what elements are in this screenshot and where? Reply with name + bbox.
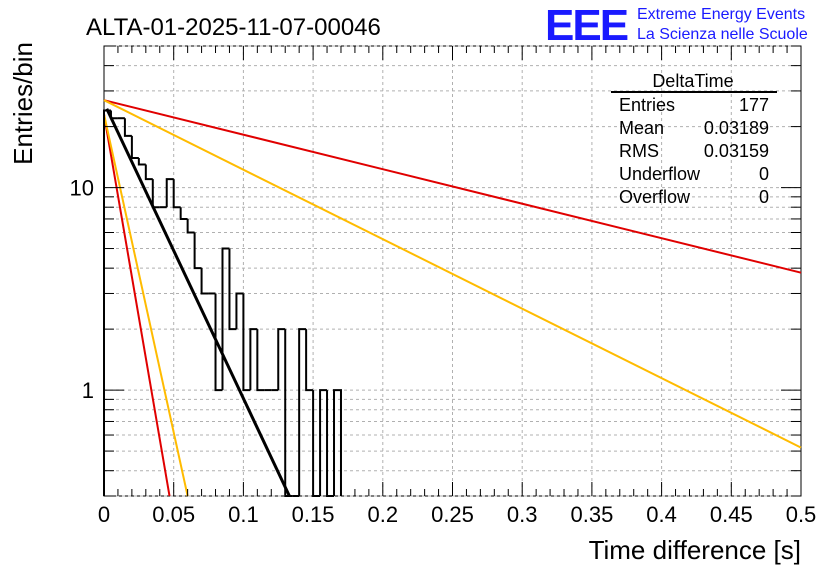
stats-box: DeltaTime Entries 177 Mean 0.03189 RMS 0.0315… (611, 71, 777, 207)
x-tick-label: 0.5 (786, 502, 817, 527)
logo-line1: Extreme Energy Events (637, 6, 805, 23)
fit-curve-band-orange-fast (103, 114, 189, 497)
x-axis-label: Time difference [s] (589, 535, 801, 565)
eee-logo: EEE Extreme Energy Events La Scienza nel… (545, 1, 808, 50)
stats-value: 0 (759, 164, 769, 184)
histogram-bin (256, 329, 265, 392)
histogram-bin (298, 328, 307, 496)
stats-name: DeltaTime (652, 71, 733, 91)
x-tick-label: 0.2 (368, 502, 399, 527)
fit-curve-band-red-slow (103, 99, 802, 274)
grid-lines (104, 45, 801, 497)
plot-title: ALTA-01-2025-11-07-00046 (86, 14, 381, 41)
stats-label: Entries (619, 95, 675, 115)
stats-value: 0.03159 (704, 141, 769, 161)
histogram-bins (103, 109, 342, 497)
x-tick-label: 0.25 (431, 502, 474, 527)
histogram-bin (333, 389, 342, 496)
y-axis-label: Entries/bin (8, 42, 38, 165)
histogram-bin (326, 390, 335, 497)
y-tick-label: 10 (70, 176, 94, 201)
x-tick-label: 0.45 (710, 502, 753, 527)
histogram-bin (193, 232, 202, 270)
histogram-bin (242, 293, 251, 392)
histogram-bin (172, 179, 181, 209)
histogram-bin (235, 292, 244, 330)
x-tick-label: 0.35 (570, 502, 613, 527)
logo-letters: EEE (545, 1, 628, 50)
stats-label: Underflow (619, 164, 701, 184)
stats-value: 0 (759, 187, 769, 207)
fit-curves (103, 99, 802, 497)
axis-ticks: 0 0.05 0.1 0.15 0.2 0.25 0.3 0.35 0.4 0.45 0.5 1 10 (70, 45, 817, 527)
stats-rows: Entries 177 Mean 0.03189 RMS 0.03159Underflow… (619, 95, 769, 207)
histogram-bin (109, 110, 118, 120)
x-tick-label: 0.3 (507, 502, 538, 527)
y-tick-label: 1 (82, 378, 94, 403)
histogram-bin (249, 328, 258, 391)
x-tick-label: 0.15 (292, 502, 335, 527)
histogram-bin (123, 118, 132, 137)
histogram-bin (228, 248, 237, 331)
x-tick-label: 0.05 (152, 502, 195, 527)
stats-label: Mean (619, 118, 664, 138)
histogram-bin (200, 268, 209, 295)
histogram-bin (214, 293, 223, 392)
histogram-bin (319, 389, 328, 496)
histogram-bin (165, 178, 174, 208)
stats-value: 177 (739, 95, 769, 115)
histogram-bin (305, 329, 314, 392)
x-tick-label: 0.1 (228, 502, 259, 527)
histogram-bin (179, 207, 188, 220)
fit-curve-band-red-fast (103, 114, 171, 497)
histogram-bin (103, 109, 111, 496)
logo-line2: La Scienza nelle Scuole (637, 26, 808, 43)
histogram-bin (186, 218, 195, 234)
stats-label: Overflow (619, 187, 691, 207)
histogram-bin (277, 328, 286, 391)
stats-value: 0.03189 (704, 118, 769, 138)
histogram-bin (130, 135, 139, 159)
histogram-bin (221, 247, 230, 391)
fit-curve-band-orange-slow (103, 99, 802, 449)
fit-curve-fit (105, 108, 291, 497)
x-tick-label: 0.4 (646, 502, 677, 527)
stats-label: RMS (619, 141, 659, 161)
histogram-bin (312, 390, 321, 497)
histogram-bin (137, 157, 146, 166)
histogram-bin (144, 164, 153, 181)
x-tick-label: 0 (98, 502, 110, 527)
histogram-bin (151, 179, 160, 209)
